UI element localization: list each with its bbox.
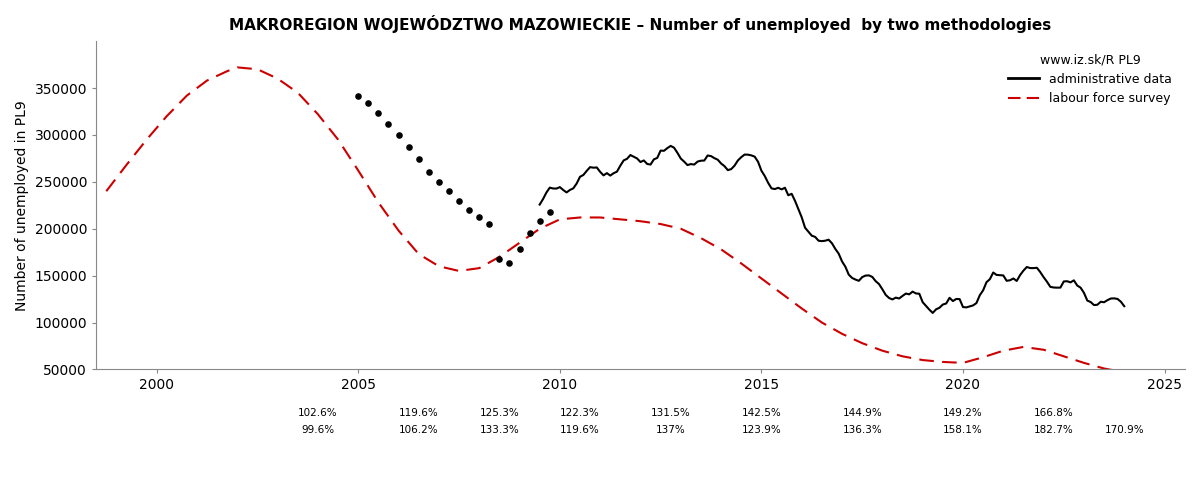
Point xyxy=(530,217,550,225)
Point xyxy=(490,254,509,262)
Text: 99.6%: 99.6% xyxy=(301,425,335,435)
Text: 158.1%: 158.1% xyxy=(943,425,983,435)
Text: 182.7%: 182.7% xyxy=(1034,425,1074,435)
Point xyxy=(430,178,449,186)
Point xyxy=(439,187,458,195)
Text: 142.5%: 142.5% xyxy=(742,408,781,418)
Text: 122.3%: 122.3% xyxy=(560,408,600,418)
Point xyxy=(349,92,368,100)
Point xyxy=(500,260,520,268)
Text: 166.8%: 166.8% xyxy=(1034,408,1074,418)
Text: 123.9%: 123.9% xyxy=(742,425,781,435)
Y-axis label: Number of unemployed in PL9: Number of unemployed in PL9 xyxy=(14,100,29,310)
Point xyxy=(460,206,479,214)
Text: 136.3%: 136.3% xyxy=(842,425,882,435)
Point xyxy=(469,214,488,222)
Text: 119.6%: 119.6% xyxy=(560,425,600,435)
Point xyxy=(520,230,539,237)
Text: 119.6%: 119.6% xyxy=(398,408,439,418)
Point xyxy=(400,143,419,151)
Point xyxy=(359,99,378,107)
Point xyxy=(450,196,469,204)
Text: 137%: 137% xyxy=(656,425,685,435)
Legend: administrative data, labour force survey: administrative data, labour force survey xyxy=(1002,48,1178,112)
Point xyxy=(389,131,408,139)
Point xyxy=(540,208,559,216)
Text: 106.2%: 106.2% xyxy=(398,425,438,435)
Point xyxy=(368,110,388,118)
Title: MAKROREGION WOJEWÓDZTWO MAZOWIECKIE – Number of unemployed  by two methodologies: MAKROREGION WOJEWÓDZTWO MAZOWIECKIE – Nu… xyxy=(229,15,1051,33)
Point xyxy=(379,120,398,128)
Point xyxy=(510,246,529,254)
Text: 102.6%: 102.6% xyxy=(298,408,337,418)
Point xyxy=(480,220,499,228)
Text: 144.9%: 144.9% xyxy=(842,408,882,418)
Text: 149.2%: 149.2% xyxy=(943,408,983,418)
Text: 170.9%: 170.9% xyxy=(1104,425,1144,435)
Text: 125.3%: 125.3% xyxy=(480,408,520,418)
Point xyxy=(409,156,428,164)
Text: 133.3%: 133.3% xyxy=(480,425,520,435)
Text: 131.5%: 131.5% xyxy=(650,408,690,418)
Point xyxy=(419,168,438,175)
